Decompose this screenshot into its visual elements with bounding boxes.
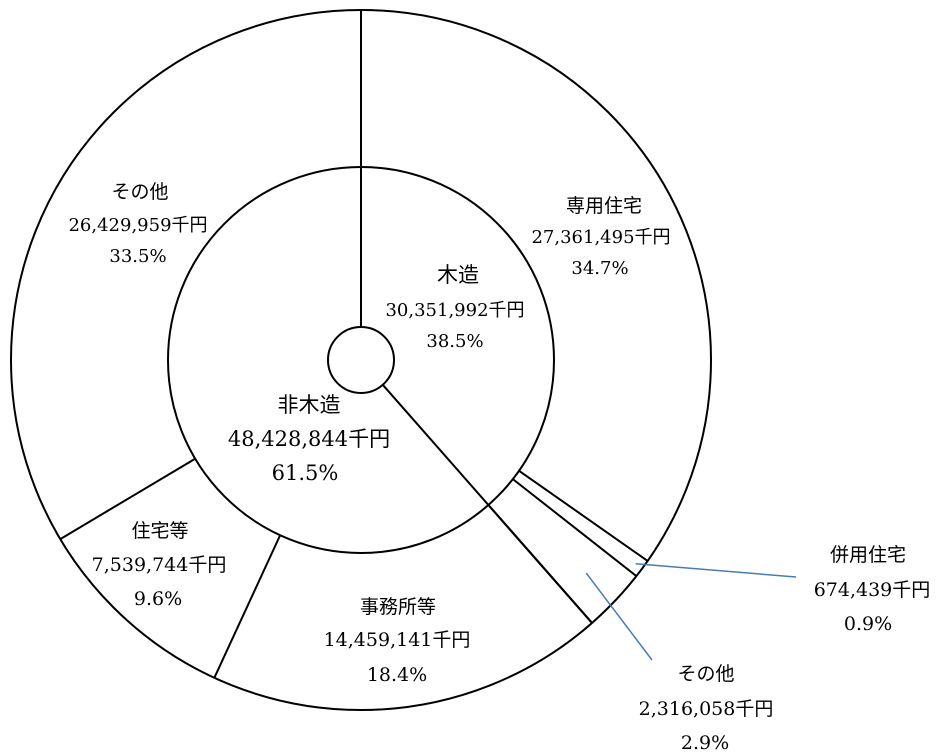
outer-label-offices-value: 14,459,141千円 <box>324 629 471 651</box>
outer-label-nonwood-other-name: その他 <box>111 181 168 203</box>
outer-label-offices: 事務所等 14,459,141千円 18.4% <box>324 596 471 686</box>
leader-lines <box>585 563 797 661</box>
outer-label-housing-etc-value: 7,539,744千円 <box>92 554 227 576</box>
outer-label-nonwood-other-percent: 33.5% <box>109 246 166 267</box>
outer-label-dedicated-housing-percent: 34.7% <box>571 258 628 279</box>
outer-label-offices-name: 事務所等 <box>360 596 436 618</box>
outer-slice-boundary-4 <box>213 534 282 679</box>
center-hole-circle <box>327 326 395 394</box>
inner-label-wood-percent: 38.5% <box>426 331 483 352</box>
leader-wood-other <box>585 572 653 661</box>
outer-label-mixed-housing-value: 674,439千円 <box>814 579 931 601</box>
leader-mixed-housing <box>635 563 797 578</box>
outer-slice-boundary-5 <box>59 457 196 540</box>
chart-rings <box>10 9 712 711</box>
outer-label-wood-other-value: 2,316,058千円 <box>639 698 774 720</box>
outer-label-offices-percent: 18.4% <box>367 664 427 686</box>
outer-slice-boundary-1 <box>518 469 649 562</box>
outer-label-nonwood-other-value: 26,429,959千円 <box>68 215 207 236</box>
inner-label-wood-name: 木造 <box>437 263 479 287</box>
outer-label-mixed-housing-percent: 0.9% <box>844 613 892 635</box>
outer-label-dedicated-housing: 専用住宅 27,361,495千円 34.7% <box>531 195 670 279</box>
outer-label-mixed-housing-name: 併用住宅 <box>830 544 906 566</box>
outer-label-housing-etc: 住宅等 7,539,744千円 9.6% <box>92 520 227 610</box>
outer-label-dedicated-housing-name: 専用住宅 <box>566 195 642 217</box>
inner-label-nonwood-percent: 61.5% <box>272 461 339 485</box>
outer-label-housing-etc-percent: 9.6% <box>134 588 182 610</box>
inner-label-wood: 木造 30,351,992千円 38.5% <box>385 263 524 352</box>
inner-label-wood-value: 30,351,992千円 <box>385 300 524 321</box>
outer-label-wood-other-name: その他 <box>677 663 734 685</box>
outer-label-nonwood-other: その他 26,429,959千円 33.5% <box>68 181 207 267</box>
inner-label-nonwood-name: 非木造 <box>278 393 341 417</box>
outer-label-dedicated-housing-value: 27,361,495千円 <box>531 227 670 248</box>
slice-dividers <box>59 10 649 679</box>
outer-label-wood-other: その他 2,316,058千円 2.9% <box>639 663 774 754</box>
outer-label-housing-etc-name: 住宅等 <box>131 520 188 542</box>
outer-label-wood-other-percent: 2.9% <box>681 732 729 754</box>
outer-slice-boundary-3 <box>487 504 593 624</box>
inner-label-nonwood: 非木造 48,428,844千円 61.5% <box>228 393 390 485</box>
outer-slice-boundary-2 <box>512 478 637 577</box>
inner-label-nonwood-value: 48,428,844千円 <box>228 427 390 451</box>
outer-label-mixed-housing: 併用住宅 674,439千円 0.9% <box>814 544 931 635</box>
